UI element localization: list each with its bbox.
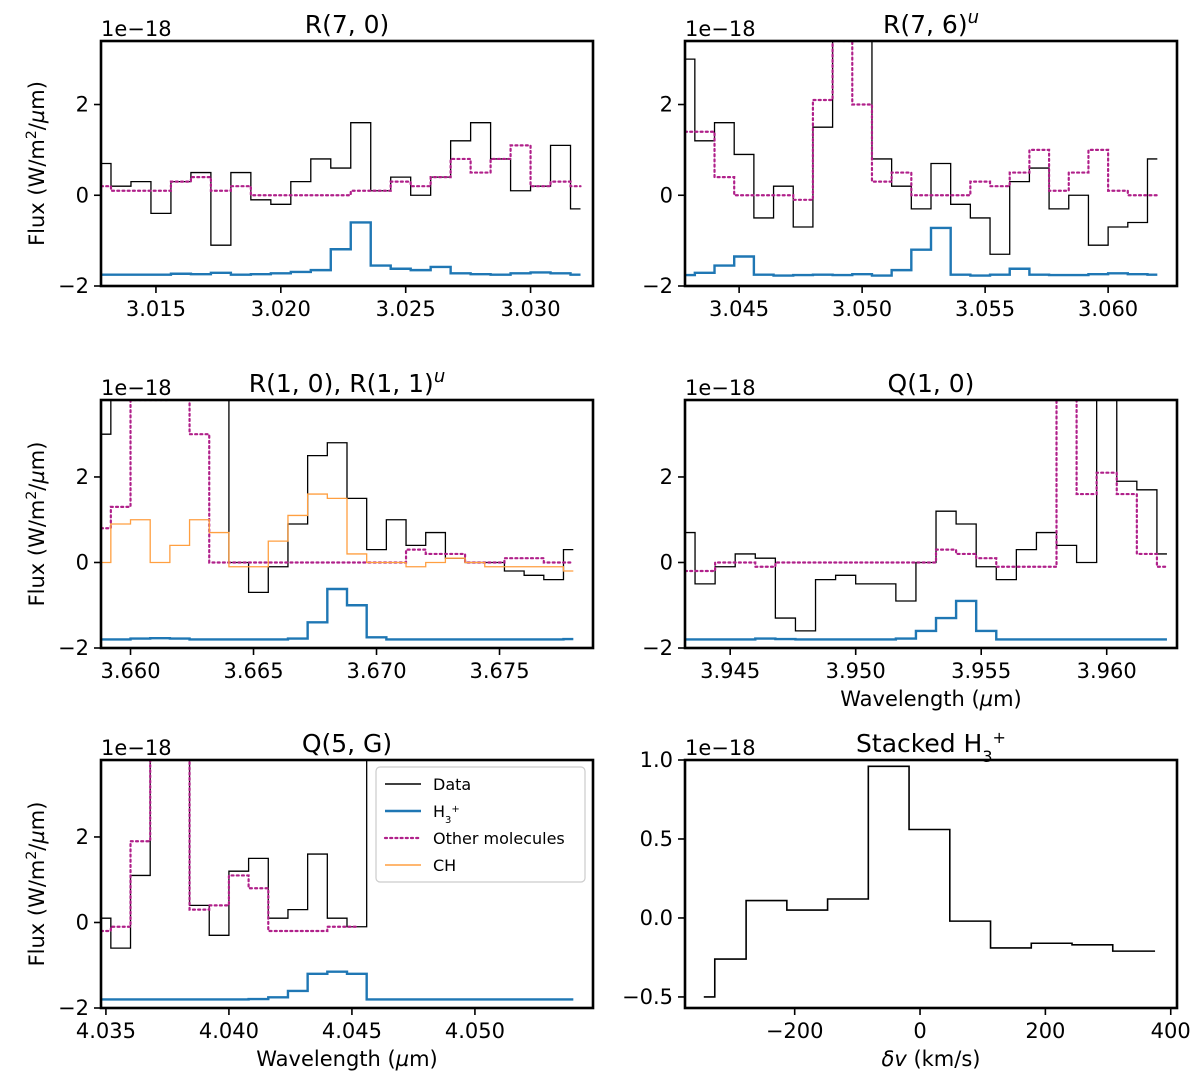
series-line-data bbox=[685, 400, 1167, 632]
chart-panel: 3.045 3.050 3.055 3.060 −2 0 2 1e−18 R(7, 6)u bbox=[642, 7, 1179, 321]
series-line-data bbox=[101, 122, 581, 246]
x-tick-label: 3.670 bbox=[346, 659, 406, 683]
x-tick-label: 3.955 bbox=[951, 659, 1011, 683]
chart-title: R(1, 0), R(1, 1)u bbox=[249, 366, 445, 399]
y-tick-label: 0.0 bbox=[640, 906, 673, 930]
x-tick-label: 400 bbox=[1151, 1019, 1191, 1043]
x-tick-label: 3.025 bbox=[376, 297, 436, 321]
x-tick-label: 4.040 bbox=[199, 1019, 259, 1043]
series-line-other-molecules bbox=[101, 400, 575, 564]
series-line-data bbox=[685, 41, 1158, 255]
axes-frame bbox=[99, 758, 595, 1010]
x-tick-label: 3.015 bbox=[126, 297, 186, 321]
y-tick-label: 2 bbox=[76, 93, 89, 117]
series-line-h3- bbox=[685, 599, 1167, 641]
offset-text: 1e−18 bbox=[685, 376, 756, 400]
y-tick-label: 0 bbox=[76, 183, 89, 207]
chart-title: Q(1, 0) bbox=[888, 369, 975, 398]
axes-frame bbox=[99, 398, 595, 650]
x-tick-label: 4.035 bbox=[76, 1019, 136, 1043]
x-tick-label: 3.665 bbox=[223, 659, 283, 683]
series-line-other-molecules bbox=[101, 760, 358, 933]
y-tick-label: −2 bbox=[58, 274, 89, 298]
chart-panel: −200 0 200 400 −0.5 0.0 0.5 1.0 1e−18 Stacked H3+… bbox=[622, 728, 1191, 1072]
y-tick-label: 0 bbox=[76, 910, 89, 934]
y-axis-label: Flux (W/m2/µm) bbox=[24, 81, 49, 246]
x-tick-label: 3.960 bbox=[1077, 659, 1137, 683]
chart-panel: 3.945 3.950 3.955 3.960 −2 0 2 1e−18 Q(1, 0) Wave… bbox=[642, 369, 1179, 711]
offset-text: 1e−18 bbox=[685, 17, 756, 41]
x-tick-label: 3.950 bbox=[826, 659, 886, 683]
y-tick-label: −2 bbox=[642, 274, 673, 298]
y-tick-label: −2 bbox=[642, 636, 673, 660]
offset-text: 1e−18 bbox=[685, 736, 756, 760]
series-line-h3- bbox=[101, 221, 581, 276]
x-tick-label: 3.045 bbox=[709, 297, 769, 321]
x-tick-label: 3.660 bbox=[100, 659, 160, 683]
offset-text: 1e−18 bbox=[101, 17, 172, 41]
x-tick-label: 3.675 bbox=[469, 659, 529, 683]
offset-text: 1e−18 bbox=[101, 376, 172, 400]
y-tick-label: −2 bbox=[58, 996, 89, 1020]
y-axis-label: Flux (W/m2/µm) bbox=[24, 802, 49, 967]
y-tick-label: −0.5 bbox=[622, 985, 673, 1009]
axes-frame bbox=[683, 758, 1179, 1010]
y-tick-label: −2 bbox=[58, 636, 89, 660]
y-tick-label: 2 bbox=[660, 465, 673, 489]
legend-frame bbox=[375, 766, 586, 883]
legend: Data H3+ Other molecules CH bbox=[375, 766, 586, 883]
x-axis-label: δv (km/s) bbox=[882, 1047, 981, 1071]
axes-frame bbox=[683, 39, 1179, 288]
x-tick-label: 3.050 bbox=[832, 297, 892, 321]
y-tick-label: 0 bbox=[660, 550, 673, 574]
series-line-h3- bbox=[685, 226, 1158, 277]
x-tick-label: 3.030 bbox=[501, 297, 561, 321]
x-axis-label: Wavelength (µm) bbox=[256, 1047, 437, 1071]
series-line-other-molecules bbox=[685, 41, 1159, 201]
y-tick-label: 0 bbox=[660, 183, 673, 207]
y-tick-label: 0 bbox=[76, 550, 89, 574]
x-tick-label: 200 bbox=[1025, 1019, 1065, 1043]
x-tick-label: 4.045 bbox=[322, 1019, 382, 1043]
y-tick-label: 2 bbox=[76, 825, 89, 849]
y-axis-label: Flux (W/m2/µm) bbox=[24, 442, 49, 607]
y-tick-label: 1.0 bbox=[640, 748, 673, 772]
x-tick-label: −200 bbox=[766, 1019, 824, 1043]
series-line-other-molecules bbox=[685, 400, 1169, 573]
x-tick-label: 3.020 bbox=[251, 297, 311, 321]
y-tick-label: 0.5 bbox=[640, 827, 673, 851]
series-line-ch bbox=[101, 493, 574, 572]
x-tick-label: 3.055 bbox=[955, 297, 1015, 321]
chart-title: R(7, 6)u bbox=[883, 7, 979, 40]
chart-panel: 3.015 3.020 3.025 3.030 −2 0 2 1e−18 R(7, 0) Flux… bbox=[24, 10, 595, 321]
series-line-data bbox=[101, 760, 368, 949]
y-tick-label: 2 bbox=[76, 465, 89, 489]
series-line-h3- bbox=[101, 587, 574, 641]
x-tick-label: 4.050 bbox=[445, 1019, 505, 1043]
chart-title: Q(5, G) bbox=[302, 729, 392, 758]
axes-frame bbox=[99, 39, 595, 288]
chart-panel: 4.035 4.040 4.045 4.050 −2 0 2 1e−18 Q(5, G) Wave… bbox=[24, 729, 595, 1071]
legend-label: Data bbox=[433, 775, 471, 794]
offset-text: 1e−18 bbox=[101, 736, 172, 760]
legend-label: Other molecules bbox=[433, 829, 565, 848]
x-tick-label: 3.945 bbox=[700, 659, 760, 683]
y-tick-label: 2 bbox=[660, 93, 673, 117]
series-line-other-molecules bbox=[101, 144, 582, 197]
x-tick-label: 3.060 bbox=[1078, 297, 1138, 321]
x-axis-label: Wavelength (µm) bbox=[840, 687, 1021, 711]
chart-title: R(7, 0) bbox=[305, 10, 390, 39]
legend-label: CH bbox=[433, 856, 456, 875]
x-tick-label: 0 bbox=[913, 1019, 926, 1043]
chart-title: Stacked H3+ bbox=[856, 728, 1006, 766]
series-line-data bbox=[703, 765, 1156, 998]
chart-panel: 3.660 3.665 3.670 3.675 −2 0 2 1e−18 R(1, 0), R(… bbox=[24, 366, 595, 683]
axes-frame bbox=[683, 398, 1179, 650]
series-line-h3- bbox=[101, 970, 574, 1001]
legend-label: H3+ bbox=[433, 802, 460, 826]
